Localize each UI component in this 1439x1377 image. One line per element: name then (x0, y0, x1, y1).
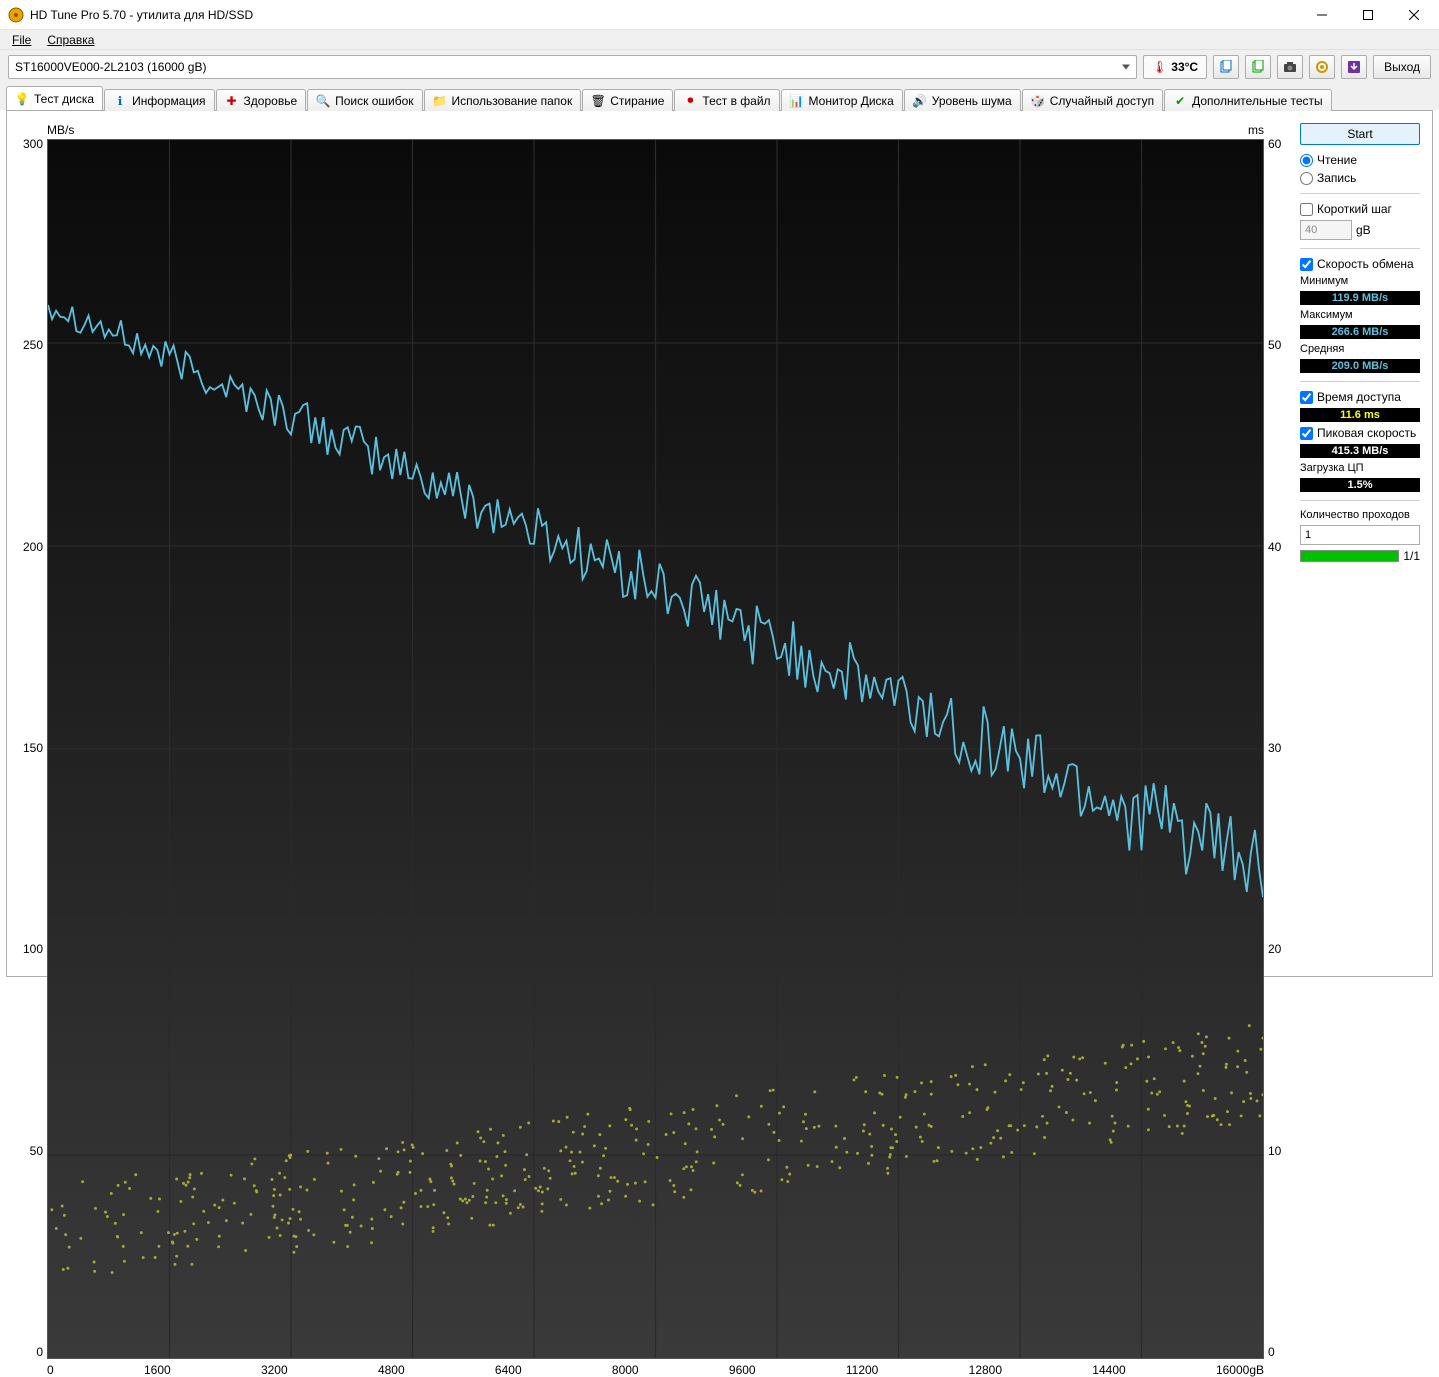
y-axis-left: 300250200150100500 (19, 123, 47, 1359)
drive-select[interactable]: ST16000VE000-2L2103 (16000 gB) (8, 55, 1137, 79)
tabs: 💡Тест диска ℹИнформация ✚Здоровье 🔍Поиск… (0, 84, 1439, 110)
tab-aam[interactable]: 🔊Уровень шума (904, 89, 1021, 111)
y-axis-right: 6050403020100 (1264, 123, 1288, 1359)
tab-info[interactable]: ℹИнформация (104, 89, 214, 111)
file-icon: ⏺ (683, 94, 697, 108)
tab-random[interactable]: 🎲Случайный доступ (1022, 89, 1163, 111)
exit-button[interactable]: Выход (1373, 55, 1431, 79)
bulb-icon: 💡 (15, 92, 29, 106)
max-value: 266.6 MB/s (1300, 325, 1420, 339)
y-left-unit: MB/s (47, 123, 74, 137)
monitor-icon: 📊 (790, 94, 804, 108)
search-icon: 🔍 (316, 94, 330, 108)
window-title: HD Tune Pro 5.70 - утилита для HD/SSD (30, 8, 1299, 22)
passes-label: Количество проходов (1300, 509, 1420, 521)
content-area: 300250200150100500 MB/s ms 6050403020100… (6, 110, 1433, 977)
min-value: 119.9 MB/s (1300, 291, 1420, 305)
burst-value: 415.3 MB/s (1300, 444, 1420, 458)
copy-info-button[interactable] (1213, 55, 1239, 79)
burst-label: Пиковая скорость (1317, 426, 1416, 440)
minimize-button[interactable] (1299, 0, 1345, 30)
chart-canvas (47, 139, 1264, 1359)
access-value: 11.6 ms (1300, 408, 1420, 422)
x-axis: 0160032004800640080009600112001280014400… (47, 1359, 1264, 1377)
cpu-value: 1.5% (1300, 478, 1420, 492)
speaker-icon: 🔊 (913, 94, 927, 108)
app-icon (8, 7, 24, 23)
progress-text: 1/1 (1403, 549, 1420, 563)
avg-label: Средняя (1300, 343, 1420, 355)
shortstroke-input (1300, 220, 1352, 240)
shortstroke-check[interactable] (1300, 203, 1313, 216)
tab-filebench[interactable]: ⏺Тест в файл (674, 89, 779, 111)
burst-check[interactable] (1300, 427, 1313, 440)
progress-bar (1300, 550, 1399, 562)
side-panel: Start Чтение Запись Короткий шаг gB Скор… (1300, 123, 1420, 964)
random-icon: 🎲 (1031, 94, 1045, 108)
min-label: Минимум (1300, 275, 1420, 287)
menu-file[interactable]: File (4, 31, 39, 49)
read-label: Чтение (1317, 153, 1357, 167)
options-button[interactable] (1309, 55, 1335, 79)
menu-help[interactable]: Справка (39, 31, 102, 49)
tab-diskmonitor[interactable]: 📊Монитор Диска (781, 89, 903, 111)
maximize-button[interactable] (1345, 0, 1391, 30)
menubar: File Справка (0, 30, 1439, 50)
shortstroke-label: Короткий шаг (1317, 202, 1392, 216)
tab-folderusage[interactable]: 📁Использование папок (424, 89, 582, 111)
copy-results-button[interactable] (1245, 55, 1271, 79)
toolbar: ST16000VE000-2L2103 (16000 gB) 🌡 33°C Вы… (0, 50, 1439, 84)
info-icon: ℹ (113, 94, 127, 108)
read-radio[interactable] (1300, 154, 1313, 167)
titlebar: HD Tune Pro 5.70 - утилита для HD/SSD (0, 0, 1439, 30)
close-button[interactable] (1391, 0, 1437, 30)
temperature-value: 33°C (1171, 60, 1198, 74)
shortstroke-unit: gB (1356, 223, 1371, 237)
max-label: Максимум (1300, 309, 1420, 321)
tab-health[interactable]: ✚Здоровье (216, 89, 307, 111)
tab-benchmark[interactable]: 💡Тест диска (6, 86, 103, 110)
drive-select-value: ST16000VE000-2L2103 (16000 gB) (15, 60, 206, 74)
start-button[interactable]: Start (1300, 123, 1420, 145)
chart-area: 300250200150100500 MB/s ms 6050403020100… (19, 123, 1288, 964)
tab-errorscan[interactable]: 🔍Поиск ошибок (307, 89, 422, 111)
avg-value: 209.0 MB/s (1300, 359, 1420, 373)
extra-icon: ✔ (1173, 94, 1187, 108)
health-icon: ✚ (225, 94, 239, 108)
transferrate-check[interactable] (1300, 258, 1313, 271)
access-check[interactable] (1300, 391, 1313, 404)
save-button[interactable] (1341, 55, 1367, 79)
tab-extra[interactable]: ✔Дополнительные тесты (1164, 89, 1331, 111)
write-label: Запись (1317, 171, 1356, 185)
folder-icon: 📁 (433, 94, 447, 108)
passes-input[interactable] (1300, 525, 1420, 545)
thermometer-icon: 🌡 (1152, 60, 1167, 74)
transferrate-label: Скорость обмена (1317, 257, 1414, 271)
cpu-label: Загрузка ЦП (1300, 462, 1420, 474)
screenshot-button[interactable] (1277, 55, 1303, 79)
access-label: Время доступа (1317, 390, 1401, 404)
tab-erase[interactable]: 🗑Стирание (582, 89, 673, 111)
y-right-unit: ms (1248, 123, 1264, 137)
temperature-display: 🌡 33°C (1143, 55, 1207, 79)
write-radio[interactable] (1300, 172, 1313, 185)
trash-icon: 🗑 (591, 94, 605, 108)
